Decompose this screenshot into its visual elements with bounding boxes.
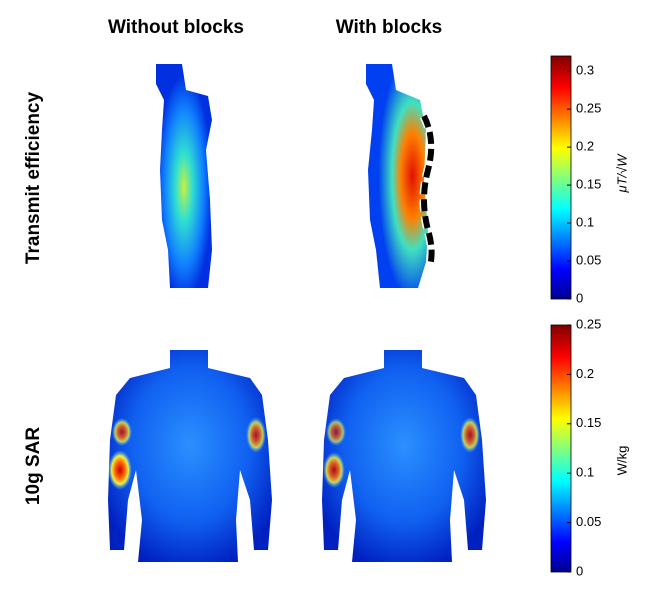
tick-label: 0.3 — [576, 63, 594, 78]
sar-map — [322, 350, 486, 562]
row-title: Transmit efficiency — [23, 92, 44, 265]
tick-label: 0.1 — [576, 215, 594, 230]
colorbar-scale — [550, 324, 572, 573]
colorbar-scale — [550, 55, 572, 300]
sagittal-map — [156, 64, 212, 288]
colorbar-label: W/kg — [614, 446, 629, 476]
tick-label: 0.05 — [576, 252, 601, 267]
tick-label: 0.2 — [576, 366, 594, 381]
tick-label: 0.25 — [576, 316, 601, 331]
block-outline — [421, 114, 435, 267]
tick-label: 0.15 — [576, 177, 601, 192]
tick-label: 0.1 — [576, 465, 594, 480]
sagittal-map — [366, 64, 428, 288]
colorbar: 0 0.05 0.1 0.15 0.2 0.25 0.3 μT/√W — [550, 55, 629, 305]
tick-label: 0.15 — [576, 415, 601, 430]
sar-map — [108, 350, 272, 562]
column-title: With blocks — [336, 17, 442, 38]
column-title: Without blocks — [108, 17, 244, 38]
tick-label: 0.25 — [576, 101, 601, 116]
tick-label: 0.2 — [576, 139, 594, 154]
colorbar: 0 0.05 0.1 0.15 0.2 0.25 W/kg — [550, 316, 629, 578]
tick-label: 0 — [576, 290, 583, 305]
tick-label: 0 — [576, 563, 583, 578]
colorbar-label: μT/√W — [614, 153, 629, 194]
row-title: 10g SAR — [23, 427, 44, 505]
tick-label: 0.05 — [576, 514, 601, 529]
